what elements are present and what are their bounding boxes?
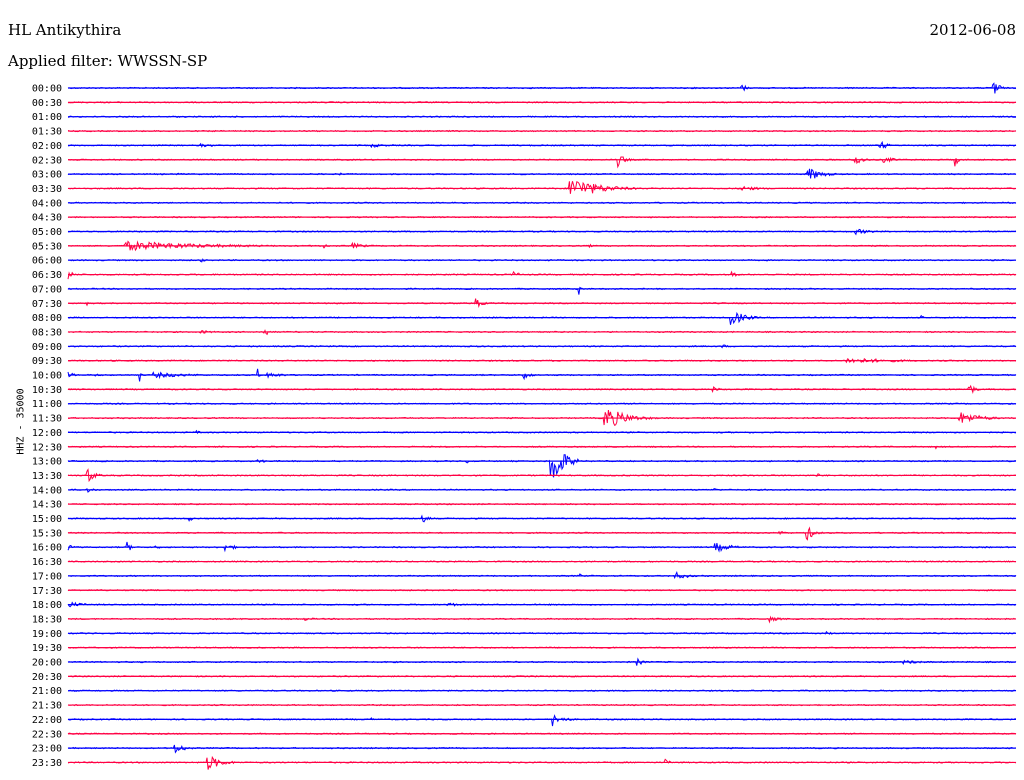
seismic-trace (67, 181, 1017, 194)
time-tick-label: 06:30 (32, 270, 62, 281)
station-title: HL Antikythira (8, 21, 122, 39)
time-tick-label: 22:00 (32, 715, 62, 726)
time-tick-label: 12:00 (32, 428, 62, 439)
seismic-trace (68, 156, 1017, 169)
seismic-trace (67, 571, 1017, 580)
time-tick-label: 17:30 (32, 586, 62, 597)
time-tick-label: 14:30 (32, 500, 62, 511)
time-tick-label: 09:30 (32, 356, 62, 367)
time-tick-label: 13:00 (32, 457, 62, 468)
time-tick-label: 19:00 (32, 629, 62, 640)
time-tick-label: 17:00 (32, 571, 62, 582)
time-tick-label: 05:30 (32, 241, 62, 252)
time-tick-label: 08:30 (32, 327, 62, 338)
time-tick-label: 22:30 (32, 729, 62, 740)
time-tick-label: 10:00 (32, 371, 62, 382)
seismic-trace (67, 615, 1017, 624)
seismic-trace (67, 454, 1017, 478)
time-tick-label: 11:30 (32, 414, 62, 425)
time-tick-label: 04:30 (32, 213, 62, 224)
time-tick-label: 20:30 (32, 672, 62, 683)
time-tick-label: 13:30 (32, 471, 62, 482)
time-tick-label: 08:00 (32, 313, 62, 324)
time-tick-label: 16:30 (32, 557, 62, 568)
time-tick-label: 15:30 (32, 528, 62, 539)
time-tick-label: 02:00 (32, 141, 62, 152)
time-tick-label: 09:00 (32, 342, 62, 353)
time-tick-label: 14:00 (32, 485, 62, 496)
time-tick-label: 05:00 (32, 227, 62, 238)
seismic-trace (67, 526, 1017, 541)
time-tick-label: 19:30 (32, 643, 62, 654)
time-tick-label: 23:00 (32, 744, 62, 755)
time-tick-label: 01:00 (32, 112, 62, 123)
time-tick-label: 04:00 (32, 198, 62, 209)
time-tick-label: 15:00 (32, 514, 62, 525)
time-tick-label: 02:30 (32, 155, 62, 166)
time-tick-label: 18:30 (32, 614, 62, 625)
seismic-trace (67, 541, 1016, 553)
seismic-trace (67, 270, 1017, 280)
seismic-trace (67, 298, 1017, 308)
time-tick-label: 00:30 (32, 98, 62, 109)
time-tick-label: 12:30 (32, 442, 62, 453)
time-tick-label: 03:30 (32, 184, 62, 195)
time-tick-label: 23:30 (32, 758, 62, 769)
date-label: 2012-06-08 (929, 21, 1016, 39)
time-tick-label: 11:00 (32, 399, 62, 410)
time-tick-label: 00:00 (32, 84, 62, 95)
time-tick-label: 03:00 (32, 170, 62, 181)
time-tick-label: 21:30 (32, 701, 62, 712)
time-tick-label: 06:00 (32, 256, 62, 267)
time-tick-label: 07:30 (32, 299, 62, 310)
time-tick-label: 01:30 (32, 127, 62, 138)
time-tick-label: 16:00 (32, 543, 62, 554)
time-tick-label: 21:00 (32, 686, 62, 697)
time-tick-label: 20:00 (32, 658, 62, 669)
time-tick-label: 18:00 (32, 600, 62, 611)
seismic-trace (67, 311, 1017, 325)
time-tick-label: 10:30 (32, 385, 62, 396)
seismic-trace (67, 714, 1017, 727)
filter-label: Applied filter: WWSSN-SP (8, 52, 208, 70)
seismic-trace (67, 755, 1017, 770)
time-tick-label: 07:00 (32, 284, 62, 295)
